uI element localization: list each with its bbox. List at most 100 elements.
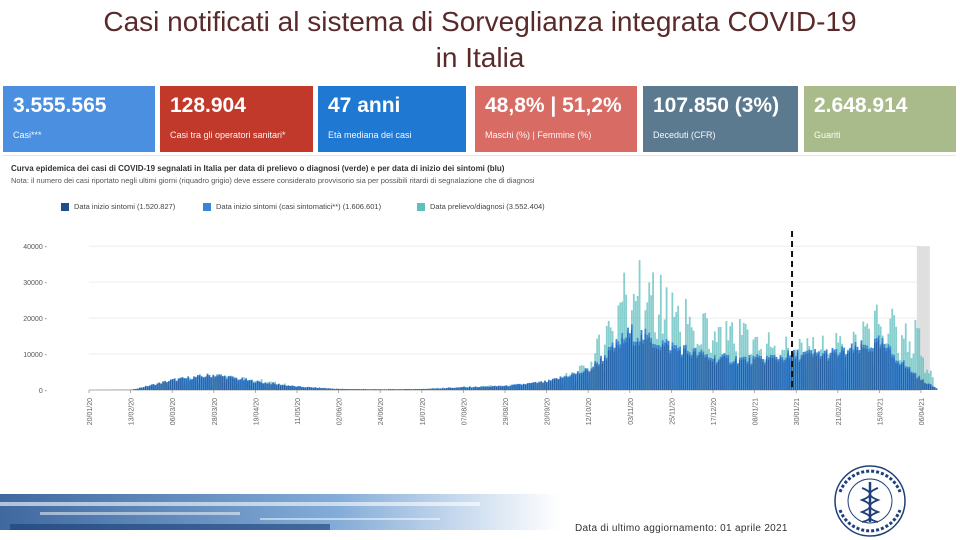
bar-onset — [461, 387, 463, 390]
bar-diagnosis — [731, 322, 734, 390]
bar-onset — [391, 389, 393, 390]
card-deaths: 107.850 (3%) Deceduti (CFR) — [643, 86, 798, 152]
bar-onset — [436, 388, 438, 390]
bar-onset — [625, 341, 627, 390]
bar-onset — [785, 360, 787, 390]
bar-onset — [197, 376, 199, 390]
bar-onset — [640, 334, 642, 390]
legend-label: Data prelievo/diagnosi (3.552.404) — [430, 202, 545, 211]
bar-diagnosis — [929, 370, 932, 390]
card-recovered: 2.648.914 Guariti — [804, 86, 956, 152]
x-tick-label: 25/11/20 — [669, 398, 676, 425]
bar-onset — [823, 353, 825, 390]
x-tick-label: 15/03/21 — [877, 398, 884, 425]
bar-onset — [829, 355, 831, 390]
bar-onset — [567, 377, 569, 390]
bar-onset — [835, 352, 837, 390]
bar-onset — [505, 385, 507, 390]
bar-onset — [696, 358, 698, 390]
bar-onset — [428, 388, 430, 390]
x-tick-label: 24/06/20 — [378, 398, 385, 425]
bar-onset — [360, 389, 363, 390]
bar-onset — [885, 351, 887, 390]
x-tick-label: 19/04/20 — [253, 398, 260, 425]
bar-onset — [455, 387, 457, 390]
bar-onset — [299, 386, 301, 390]
legend-item-diagnosis[interactable]: Data prelievo/diagnosi (3.552.404) — [417, 202, 545, 212]
bar-onset — [382, 389, 384, 390]
bar-onset — [594, 363, 596, 390]
card-value: 47 anni — [328, 94, 401, 117]
x-tick-label: 03/11/20 — [628, 398, 635, 425]
bar-onset — [629, 337, 631, 390]
bar-onset — [474, 386, 476, 390]
bar-diagnosis — [742, 322, 745, 390]
bar-onset — [912, 373, 914, 390]
bar-onset — [441, 388, 444, 390]
bar-onset — [548, 380, 550, 390]
bar-onset — [482, 386, 484, 390]
bar-onset — [158, 383, 160, 390]
bar-onset — [621, 337, 623, 390]
bar-diagnosis — [623, 272, 626, 390]
bar-onset — [467, 387, 469, 390]
bar-onset — [324, 388, 326, 390]
bar-onset — [848, 351, 850, 390]
bar-onset — [168, 381, 170, 390]
bar-onset — [422, 389, 424, 390]
bar-onset — [328, 388, 330, 390]
bar-onset — [773, 357, 775, 390]
bar-onset — [634, 345, 636, 390]
x-tick-label: 29/08/20 — [503, 398, 510, 425]
bar-onset — [293, 386, 295, 390]
bar-onset — [542, 383, 544, 390]
bar-onset — [671, 346, 673, 390]
bar-onset — [229, 376, 231, 390]
bar-onset — [465, 387, 467, 390]
bar-onset — [609, 350, 611, 390]
bar-onset — [519, 384, 521, 390]
bar-onset — [821, 356, 823, 390]
bar-onset — [569, 377, 571, 390]
bar-onset — [667, 344, 669, 390]
bar-diagnosis — [912, 353, 915, 390]
bar-onset — [332, 388, 334, 390]
bar-onset — [303, 387, 305, 390]
bar-onset — [507, 386, 509, 390]
bar-diagnosis — [746, 329, 749, 390]
bar-onset — [654, 347, 656, 390]
bar-onset — [420, 389, 422, 390]
bar-onset — [528, 383, 530, 390]
bar-onset — [399, 389, 401, 390]
bar-onset — [418, 389, 420, 390]
bar-onset — [451, 388, 453, 390]
bar-onset — [416, 389, 418, 390]
bar-onset — [598, 366, 600, 390]
bar-onset — [349, 389, 351, 390]
bar-onset — [764, 364, 766, 390]
bar-onset — [278, 384, 280, 390]
bar-onset — [926, 384, 928, 390]
bar-onset — [804, 354, 806, 390]
bar-onset — [480, 386, 482, 390]
bar-onset — [877, 339, 879, 390]
bar-onset — [384, 389, 386, 390]
bar-onset — [492, 386, 494, 390]
bar-onset — [534, 382, 536, 390]
summary-cards: 3.555.565 Casi*** 128.904 Casi tra gli o… — [3, 86, 956, 152]
x-tick-label: 30/01/21 — [794, 398, 801, 425]
bar-onset — [274, 384, 276, 390]
legend-item-symptomatic[interactable]: Data inizio sintomi (casi sintomatici**)… — [203, 202, 381, 212]
bar-onset — [154, 385, 156, 390]
legend-item-onset[interactable]: Data inizio sintomi (1.520.827) — [61, 202, 175, 212]
bar-onset — [524, 384, 526, 390]
bar-onset — [561, 378, 563, 390]
bar-onset — [900, 364, 903, 390]
bar-onset — [870, 350, 872, 390]
bar-onset — [333, 388, 336, 390]
card-label: Deceduti (CFR) — [653, 130, 716, 140]
card-label: Casi tra gli operatori sanitari* — [170, 130, 286, 140]
bar-onset — [364, 389, 366, 390]
bar-onset — [270, 384, 272, 390]
bar-onset — [897, 363, 899, 390]
